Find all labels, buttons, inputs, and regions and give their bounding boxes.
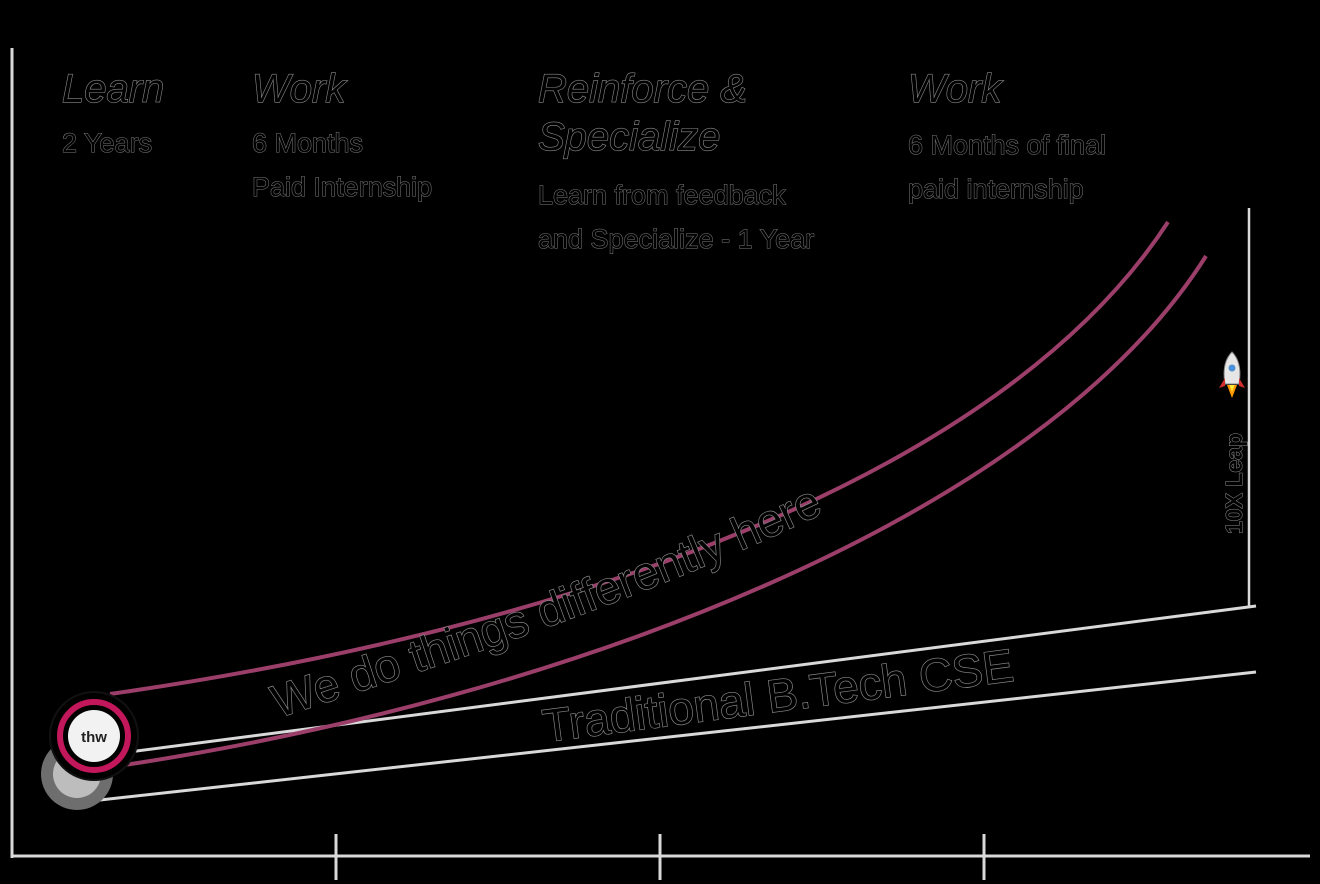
stage-3-title-line-1: Reinforce & bbox=[538, 67, 747, 111]
stage-2-title: Work bbox=[252, 67, 347, 111]
stage-3-desc-line-1: Learn from feedback bbox=[538, 180, 786, 210]
new-path-lower-curve bbox=[117, 254, 1208, 768]
stage-3-desc-line-2: and Specialize - 1 Year bbox=[538, 224, 814, 254]
rocket-icon bbox=[1219, 351, 1245, 398]
stage-4-desc-line-1: 6 Months of final bbox=[908, 130, 1106, 160]
traditional-path-upper-line bbox=[97, 604, 1257, 758]
traditional-path-lower-line bbox=[99, 670, 1257, 802]
leap-label: 10X Leap bbox=[1221, 433, 1247, 534]
stage-1-title: Learn bbox=[62, 67, 164, 111]
stage-1-desc-line-1: 2 Years bbox=[62, 128, 152, 158]
brand-logo-text: thw bbox=[81, 729, 107, 746]
traditional-path-label: Traditional B.Tech CSE bbox=[540, 639, 1017, 752]
stage-4-desc-line-2: paid internship bbox=[908, 174, 1084, 204]
stage-3-title-line-2: Specialize bbox=[538, 115, 720, 159]
brand-logo-icon: thw bbox=[49, 691, 139, 781]
new-path-upper-curve bbox=[109, 220, 1170, 696]
stage-2-desc-line-2: Paid Internship bbox=[252, 172, 432, 202]
stage-2-desc-line-1: 6 Months bbox=[252, 128, 363, 158]
stage-4-title: Work bbox=[908, 67, 1003, 111]
